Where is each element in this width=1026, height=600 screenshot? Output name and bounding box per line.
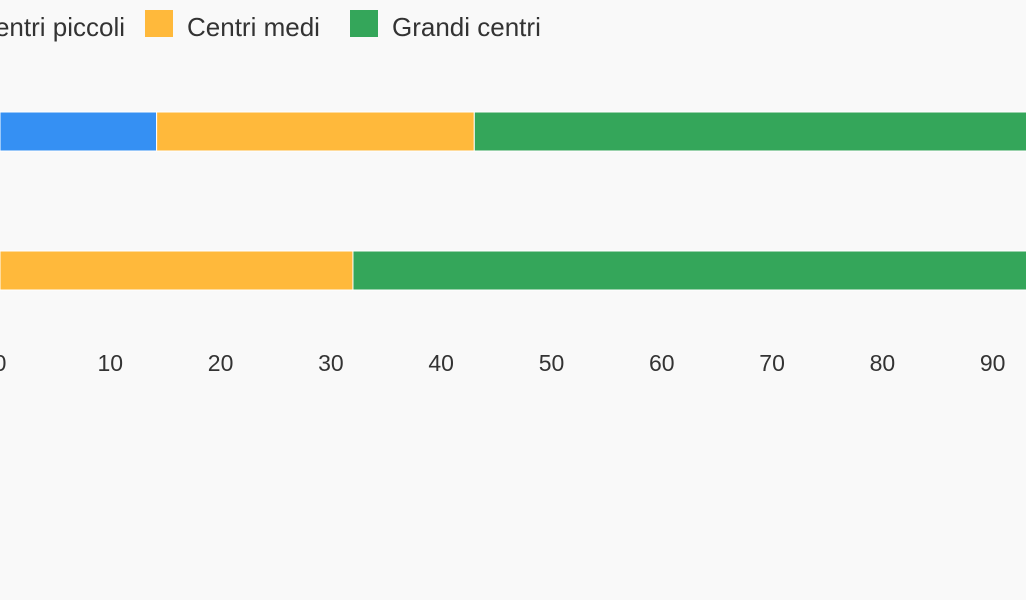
bar-segment-row1-series1	[0, 111, 158, 152]
x-tick-label: 10	[98, 350, 124, 376]
bar-segment-row2-series2	[0, 250, 354, 291]
x-tick-label: 30	[318, 350, 344, 376]
bar-segment-row1-series3	[473, 111, 1026, 152]
bars-group	[0, 111, 1026, 291]
x-tick-label: 50	[539, 350, 565, 376]
x-tick-label: 40	[428, 350, 454, 376]
legend-swatch-centri-medi	[145, 10, 173, 37]
legend: Centri piccoli Centri medi Grandi centri	[0, 10, 541, 42]
x-tick-label: 60	[649, 350, 675, 376]
x-tick-label: 70	[759, 350, 785, 376]
bar-segment-row2-series3	[352, 250, 1026, 291]
x-tick-label: 20	[208, 350, 234, 376]
legend-label-grandi-centri: Grandi centri	[392, 12, 541, 42]
legend-swatch-grandi-centri	[350, 10, 378, 37]
x-tick-label: 0	[0, 350, 6, 376]
bar-segment-row1-series2	[156, 111, 475, 152]
legend-label-centri-piccoli: Centri piccoli	[0, 12, 125, 42]
x-tick-label: 80	[870, 350, 896, 376]
x-tick-label: 90	[980, 350, 1006, 376]
legend-label-centri-medi: Centri medi	[187, 12, 320, 42]
x-axis: 0 10 20 30 40 50 60 70 80 90	[0, 350, 1005, 376]
